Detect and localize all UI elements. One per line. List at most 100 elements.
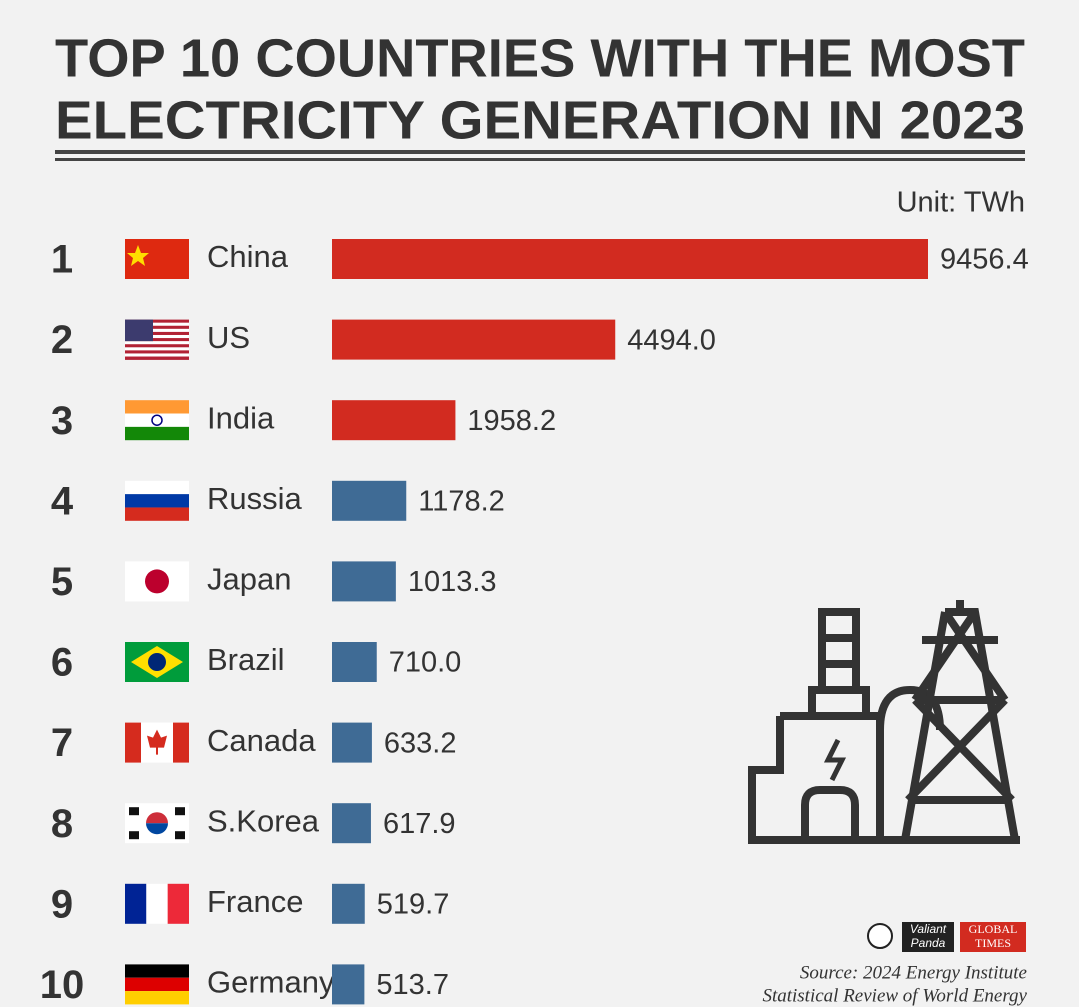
flag-part [125,883,147,924]
rank: 3 [51,399,73,443]
value-label: 513.7 [376,969,449,1001]
value-label: 1013.3 [408,566,497,598]
flag-part [125,353,189,357]
value-label: 633.2 [384,727,457,759]
value-label: 1178.2 [418,485,505,517]
flag-part [125,722,141,763]
bar [332,642,377,682]
flag-part [125,964,189,978]
flag-part [125,319,189,323]
flag-part [167,883,189,924]
category-label: Russia [207,481,303,516]
flag-part [125,413,189,427]
logo: Valiant Panda GLOBAL TIMES [867,922,1026,952]
title-rule [55,158,1025,161]
flag-part [125,319,153,342]
value-label: 617.9 [383,808,456,840]
value-label: 519.7 [377,888,450,920]
flag-part [125,480,189,495]
flag-part [129,831,139,840]
category-label: France [207,884,303,919]
value-label: 1958.2 [467,405,556,437]
flag [125,722,189,763]
title-rule [55,150,1025,154]
flag-part [127,245,149,266]
category-label: Brazil [207,642,285,677]
rank: 1 [51,238,73,282]
flag-part [125,341,189,345]
rank: 4 [51,479,74,523]
flag [125,561,189,602]
bar [332,883,365,924]
bar [332,722,372,763]
flag-part [125,356,189,360]
flag-part [125,325,189,330]
bar [332,400,456,441]
flag-part [125,322,189,327]
value-label: 9456.4 [940,244,1029,276]
rank: 9 [51,882,73,926]
flag-part [125,344,189,348]
flag [125,642,189,682]
flag-part [175,807,185,816]
category-label: Canada [207,723,316,758]
flag-part [145,569,169,594]
value-label: 4494.0 [627,324,716,356]
rank: 2 [51,318,73,362]
logo-text: Panda [911,936,946,950]
flag [125,480,189,521]
flag-part [125,507,189,521]
flag-part [146,883,168,924]
category-label: US [207,320,250,355]
logo-text: GLOBAL [969,922,1018,936]
category-label: S.Korea [207,803,320,838]
flag-part [125,328,189,333]
flag-part [175,831,185,840]
bar [332,239,928,279]
flag-part [125,350,189,354]
logo-text: TIMES [975,936,1011,950]
rank: 5 [51,560,73,604]
source-line: Source: 2024 Energy Institute [800,962,1027,983]
flag-part [125,991,189,1005]
flag-part [125,334,189,339]
flag-part [125,426,189,441]
flag-part [173,722,189,763]
flag-part [148,653,166,671]
source-line: Statistical Review of World Energy [762,985,1027,1006]
title-line: TOP 10 COUNTRIES WITH THE MOST [55,28,1025,88]
flag-part [125,331,189,336]
logo-text: Valiant [910,922,947,936]
flag [125,803,189,844]
flag-part [151,414,163,426]
flag-part [125,347,189,351]
flag [125,239,189,279]
flag-part [125,494,189,508]
rank: 10 [40,963,85,1007]
bar [332,803,371,844]
flag-part [125,400,189,414]
flag [125,964,189,1005]
category-label: India [207,400,275,435]
rank: 7 [51,721,73,765]
title-line: ELECTRICITY GENERATION IN 2023 [55,90,1025,150]
flag-part [146,812,168,824]
category-label: Japan [207,562,291,597]
rank: 8 [51,802,73,846]
bar [332,480,407,521]
flag [125,400,189,441]
category-label: China [207,239,289,274]
power-plant-icon [748,600,1020,844]
flag-part [125,338,189,342]
flag [125,883,189,924]
category-label: Germany [207,965,335,1000]
flag-part [147,729,167,755]
value-label: 710.0 [389,647,462,679]
flag-part [129,807,139,816]
rank: 6 [51,641,73,685]
bar [332,964,365,1005]
flag-part [125,977,189,992]
flag-part [146,823,168,835]
bar [332,319,616,360]
